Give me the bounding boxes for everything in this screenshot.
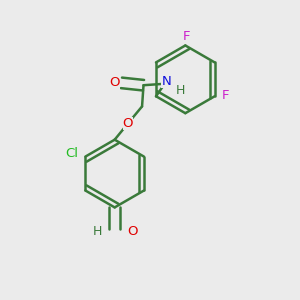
Text: O: O — [127, 225, 138, 238]
Text: F: F — [183, 30, 190, 43]
Text: Cl: Cl — [66, 147, 79, 160]
Text: F: F — [222, 89, 230, 102]
Text: N: N — [161, 76, 171, 88]
Text: H: H — [92, 225, 102, 238]
Text: O: O — [110, 76, 120, 89]
Text: O: O — [123, 117, 133, 130]
Text: H: H — [176, 84, 186, 97]
